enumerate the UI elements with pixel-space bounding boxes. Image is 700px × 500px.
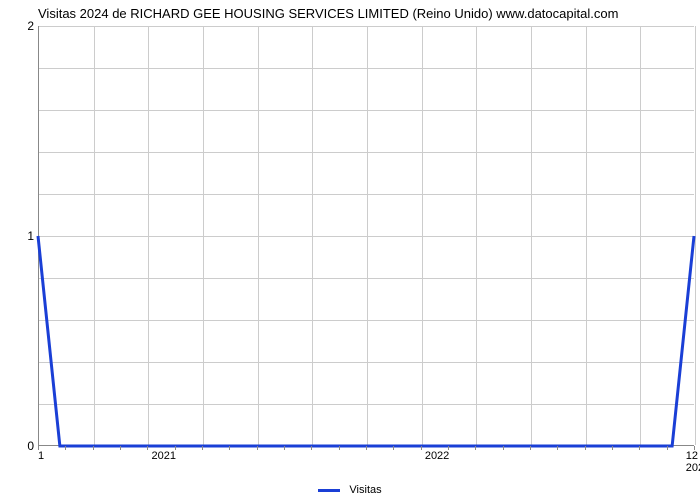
x-minor-tick [475, 446, 476, 450]
x-minor-tick [120, 446, 121, 450]
x-minor-tick [229, 446, 230, 450]
gridline-vertical [695, 26, 696, 445]
x-tick-label: 1 [38, 450, 44, 462]
x-minor-tick [175, 446, 176, 450]
series-line-visitas [38, 236, 694, 446]
x-minor-tick [38, 446, 39, 450]
x-minor-tick [366, 446, 367, 450]
legend-swatch [318, 489, 340, 492]
x-minor-tick [639, 446, 640, 450]
x-minor-tick [667, 446, 668, 450]
x-minor-tick [284, 446, 285, 450]
x-minor-tick [421, 446, 422, 450]
x-minor-tick [311, 446, 312, 450]
legend-label: Visitas [349, 484, 381, 496]
chart-title: Visitas 2024 de RICHARD GEE HOUSING SERV… [38, 6, 618, 21]
legend: Visitas [0, 484, 700, 496]
x-tick-label: 202 [686, 462, 700, 474]
x-minor-tick [694, 446, 695, 450]
x-minor-tick [448, 446, 449, 450]
x-tick-label: 2021 [151, 450, 175, 462]
x-minor-tick [503, 446, 504, 450]
y-tick-label: 0 [27, 439, 34, 453]
x-minor-tick [393, 446, 394, 450]
x-tick-label: 12 [686, 450, 698, 462]
y-tick-label: 1 [27, 229, 34, 243]
x-minor-tick [257, 446, 258, 450]
line-series-layer [38, 26, 694, 446]
y-tick-label: 2 [27, 19, 34, 33]
x-minor-tick [147, 446, 148, 450]
x-minor-tick [585, 446, 586, 450]
x-minor-tick [202, 446, 203, 450]
x-minor-tick [93, 446, 94, 450]
x-minor-tick [530, 446, 531, 450]
x-minor-tick [339, 446, 340, 450]
x-minor-tick [612, 446, 613, 450]
x-tick-label: 2022 [425, 450, 449, 462]
x-minor-tick [557, 446, 558, 450]
x-minor-tick [65, 446, 66, 450]
